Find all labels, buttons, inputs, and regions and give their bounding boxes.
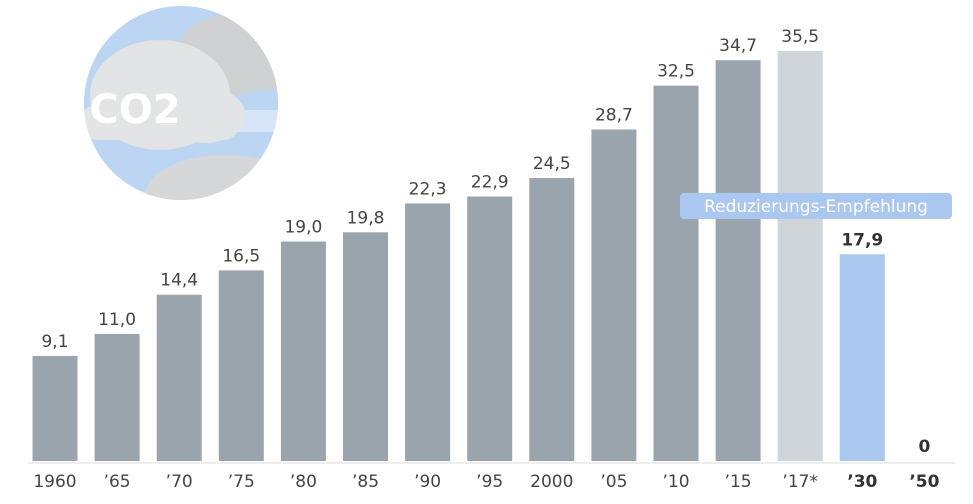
x-tick-label: ’75 [228,472,255,492]
x-tick-label: 1960 [33,472,76,492]
x-tick-label: ’50 [909,472,939,492]
value-label: 19,8 [347,208,385,228]
annotation: Reduzierungs-Empfehlung [704,197,928,217]
value-label: 14,4 [160,271,198,291]
bar [94,333,140,461]
bar [839,254,885,461]
annotation-box [680,193,952,219]
value-label: 19,0 [284,218,322,238]
x-tick-label: ’95 [476,472,503,492]
icon-label: CO2 [89,87,180,133]
bar [715,60,761,462]
value-label: 9,1 [41,332,68,352]
bar [280,241,326,461]
value-label: 17,9 [841,230,883,250]
x-tick-label: ’15 [725,472,752,492]
value-label: 32,5 [657,62,695,82]
bar [32,355,78,461]
value-label: 28,7 [595,106,633,126]
bar [467,196,513,461]
co2-icon: CO2 [84,6,278,200]
value-label: 16,5 [222,246,260,266]
bar [218,270,264,461]
bar [653,85,699,461]
value-label: 11,0 [98,310,136,330]
x-tick-label: ’80 [290,472,317,492]
x-tick-label: ’10 [662,472,689,492]
value-label: 24,5 [533,154,571,174]
x-tick-label: ’17* [782,472,818,492]
bar [591,129,637,461]
x-tick-label: ’85 [352,472,379,492]
bar [343,232,388,461]
value-label: 0 [918,437,930,457]
bar [156,294,202,461]
x-tick-label: 2000 [530,472,573,492]
value-label: 22,3 [409,179,447,199]
bar [529,178,575,461]
x-tick-label: ’05 [600,472,627,492]
x-tick-label: ’65 [104,472,131,492]
value-label: 34,7 [719,36,757,56]
x-tick-label: ’90 [414,472,441,492]
x-tick-label: ’30 [847,472,877,492]
x-tick-label: ’70 [166,472,193,492]
value-label: 22,9 [471,173,509,193]
bar [405,203,451,461]
value-label: 35,5 [781,27,819,47]
bar [777,50,823,461]
